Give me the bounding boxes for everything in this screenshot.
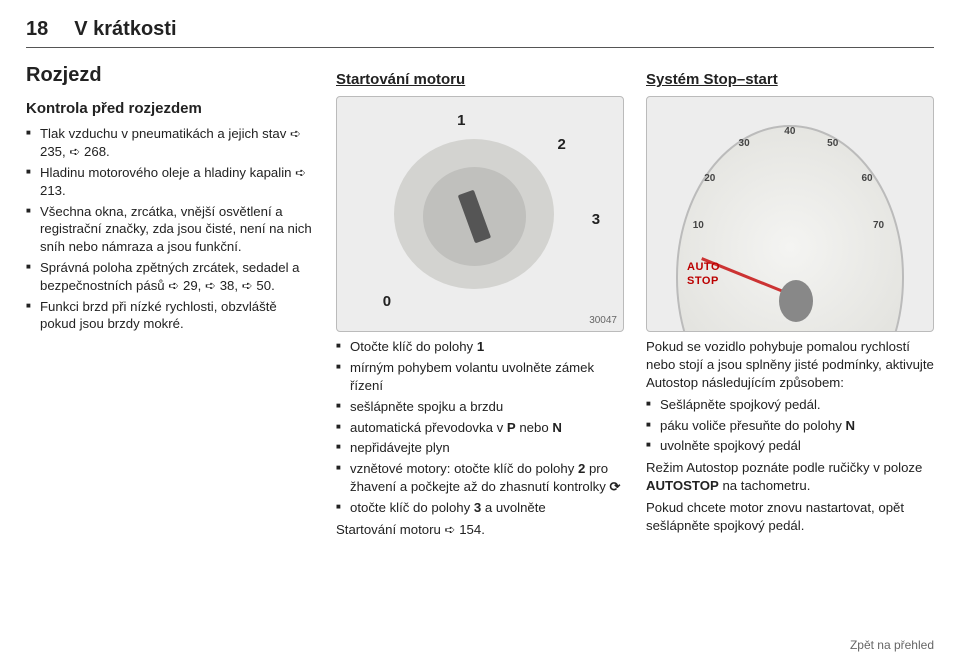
tach-tick: 30: [739, 137, 750, 151]
list-item: uvolněte spojkový pedál: [646, 437, 934, 455]
column-1: Rozjezd Kontrola před rozjezdem Tlak vzd…: [26, 62, 314, 602]
list-item: Sešlápněte spojkový pedál.: [646, 396, 934, 414]
stopstart-list: Sešlápněte spojkový pedál. páku voliče p…: [646, 396, 934, 455]
page-header: 18 V krátkosti: [26, 18, 934, 48]
ignition-pos-2: 2: [557, 135, 565, 155]
list-item: páku voliče přesuňte do polohy N: [646, 417, 934, 435]
tach-tick: 60: [862, 172, 873, 186]
list-item: Funkci brzd při nízké rychlosti, obzvláš…: [26, 298, 314, 334]
txt: Režim Autostop poznáte podle ručičky v p…: [646, 460, 922, 475]
heading-stopstart: Systém Stop–start: [646, 70, 934, 90]
tach-tick: 70: [873, 219, 884, 233]
list-item: otočte klíč do polohy 3 a uvolněte: [336, 499, 624, 517]
tach-tick: 40: [784, 125, 795, 139]
ignition-diagram: 0 1 2 3 30047: [336, 96, 624, 332]
subsection-kontrola: Kontrola před rozjezdem: [26, 99, 314, 119]
start-tail: Startování motoru ➪ 154.: [336, 521, 624, 539]
li-text: páku voliče přesuňte do polohy N: [660, 418, 855, 433]
ignition-pos-3: 3: [592, 210, 600, 230]
li-text: otočte klíč do polohy 3 a uvolněte: [350, 500, 546, 515]
section-rozjezd: Rozjezd: [26, 62, 314, 89]
autostop-bold: AUTOSTOP: [646, 478, 719, 493]
list-item: vznětové motory: otočte klíč do polohy 2…: [336, 460, 624, 496]
li-text: vznětové motory: otočte klíč do polohy 2…: [350, 461, 621, 494]
image-id: 30047: [589, 314, 617, 328]
page-number: 18: [26, 18, 48, 41]
stopstart-indicator: Režim Autostop poznáte podle ručičky v p…: [646, 459, 934, 495]
tach-tick: 50: [827, 137, 838, 151]
content-columns: Rozjezd Kontrola před rozjezdem Tlak vzd…: [26, 62, 934, 602]
tachometer-diagram: 10 20 30 40 50 60 70 AUTOSTOP: [646, 96, 934, 332]
tach-tick: 10: [693, 219, 704, 233]
list-item: Hladinu motorového oleje a hladiny kapal…: [26, 164, 314, 200]
stopstart-intro: Pokud se vozidlo pohybuje pomalou rychlo…: [646, 338, 934, 391]
ignition-pos-0: 0: [383, 292, 391, 312]
chapter-title: V krátkosti: [74, 18, 176, 41]
list-item: Tlak vzduchu v pneumatikách a jejich sta…: [26, 125, 314, 161]
autostop-label: AUTOSTOP: [687, 260, 720, 290]
tach-hub: [779, 280, 813, 322]
list-item: Všechna okna, zrcátka, vnější osvětlení …: [26, 203, 314, 256]
ignition-pos-1: 1: [457, 111, 465, 131]
li-text: automatická převodovka v P nebo N: [350, 420, 562, 435]
preflight-list: Tlak vzduchu v pneumatikách a jejich sta…: [26, 125, 314, 333]
list-item: mírným pohybem volantu uvolněte zámek ří…: [336, 359, 624, 395]
list-item: sešlápněte spojku a brzdu: [336, 398, 624, 416]
back-to-overview-link[interactable]: Zpět na přehled: [850, 638, 934, 652]
column-2: Startování motoru 0 1 2 3 30047 Otočte k…: [336, 62, 624, 602]
li-text: Otočte klíč do polohy 1: [350, 339, 484, 354]
txt: na tachometru.: [719, 478, 811, 493]
list-item: Správná poloha zpětných zrcátek, sedadel…: [26, 259, 314, 295]
list-item: nepřidávejte plyn: [336, 439, 624, 457]
start-procedure-list: Otočte klíč do polohy 1 mírným pohybem v…: [336, 338, 624, 516]
stopstart-restart: Pokud chcete motor znovu nastartovat, op…: [646, 499, 934, 535]
tach-tick: 20: [704, 172, 715, 186]
list-item: automatická převodovka v P nebo N: [336, 419, 624, 437]
manual-page: 18 V krátkosti Rozjezd Kontrola před roz…: [0, 0, 960, 660]
heading-startovani: Startování motoru: [336, 70, 624, 90]
list-item: Otočte klíč do polohy 1: [336, 338, 624, 356]
column-3: Systém Stop–start 10 20 30 40 50 60 70 A…: [646, 62, 934, 602]
